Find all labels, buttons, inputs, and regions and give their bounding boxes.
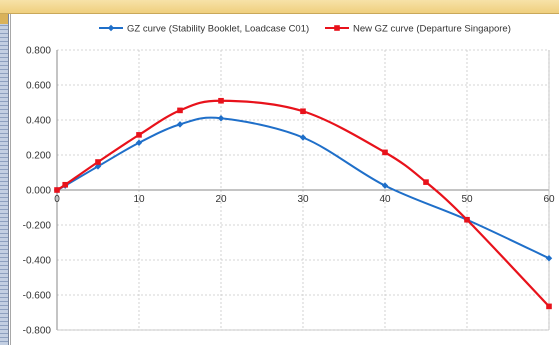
x-tick-label: 60 (543, 194, 555, 205)
y-tick-label: 0.600 (26, 81, 51, 92)
series-2-point (300, 108, 306, 115)
series-2-point (177, 107, 183, 114)
series-2-point (464, 216, 470, 223)
series-1-point (217, 115, 225, 122)
y-tick-label: 0.200 (26, 151, 51, 162)
gz-chart: 0.800 0.600 0.400 0.200 0.000 -0.200 -0.400 -0.… (23, 24, 555, 337)
series-1-point (381, 182, 389, 189)
series-1-point (299, 134, 307, 141)
x-tick-label: 0 (54, 194, 60, 205)
x-tick-label: 50 (461, 194, 473, 205)
series-2-line (56, 99, 550, 308)
series-2-point (423, 179, 429, 185)
chart-area: 0.800 0.600 0.400 0.200 0.000 -0.200 -0.400 -0.… (10, 14, 559, 345)
y-tick-label: -0.800 (23, 326, 52, 337)
left-panel-strip (0, 14, 9, 345)
series-2-point (54, 187, 60, 193)
y-tick-label: 0.800 (26, 46, 51, 57)
legend-series-1-marker (107, 24, 115, 32)
x-tick-label: 30 (297, 194, 309, 205)
x-tick-label: 40 (379, 194, 391, 205)
legend-series-1-label: GZ curve (Stability Booklet, Loadcase C0… (127, 24, 309, 35)
series-2-point (136, 132, 142, 138)
y-tick-label: 0.000 (26, 186, 51, 197)
x-tick-label: 20 (215, 194, 227, 205)
y-tick-label: -0.200 (23, 221, 52, 232)
series-1-point (94, 163, 102, 170)
series-2-point (546, 303, 552, 310)
series-2-point (382, 149, 388, 156)
y-tick-label: 0.400 (26, 116, 51, 127)
series-2-point (218, 97, 224, 104)
legend-series-2-marker (334, 25, 340, 31)
series-2-point (62, 181, 68, 188)
series-1-point (176, 121, 184, 128)
legend-series-2-label: New GZ curve (Departure Singapore) (353, 24, 511, 35)
window-top-bar (0, 0, 559, 14)
x-tick-label: 10 (133, 194, 145, 205)
series-1-point (545, 255, 553, 262)
y-tick-label: -0.400 (23, 256, 52, 267)
left-strip-corner-icon (0, 14, 8, 24)
y-tick-label: -0.600 (23, 291, 52, 302)
series-2-point (95, 159, 101, 165)
